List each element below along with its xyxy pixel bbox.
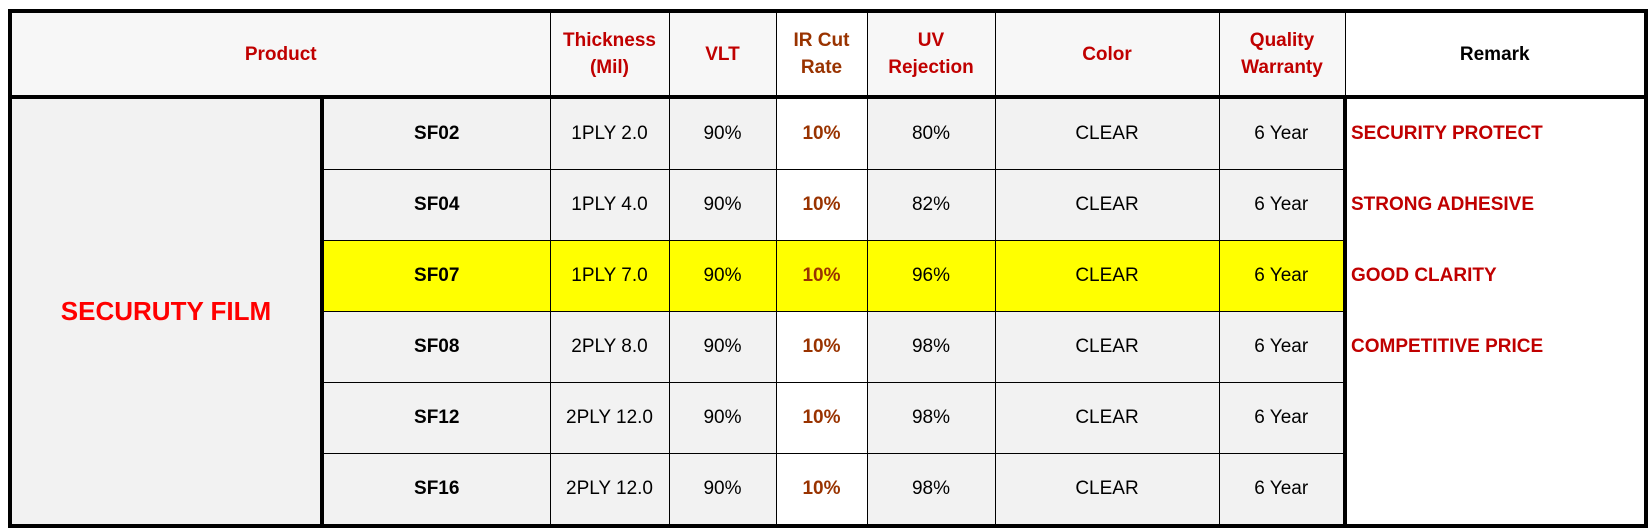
model: SF07: [321, 240, 551, 312]
vlt: 90%: [668, 96, 777, 170]
uv-rejection: 82%: [866, 169, 996, 241]
header-cell: Product: [9, 10, 551, 99]
table-row: SECURUTY FILM SF02 1PLY 2.0 90% 10% 80% CLEAR 6…: [9, 96, 1647, 527]
header-cell: IR Cut Rate: [775, 10, 868, 99]
color: CLEAR: [994, 453, 1220, 527]
thickness: 2PLY 12.0: [549, 453, 670, 527]
header-row: Product Thickness (Mil) VLT IR Cut Rate UV R…: [9, 10, 1647, 99]
warranty: 6 Year: [1218, 240, 1346, 312]
header-cell: VLT: [668, 10, 777, 99]
color: CLEAR: [994, 382, 1220, 454]
ir-cut-rate: 10%: [775, 169, 868, 241]
header-cell: UV Rejection: [866, 10, 996, 99]
thickness: 2PLY 8.0: [549, 311, 670, 383]
header-cell: Color: [994, 10, 1220, 99]
model: SF02: [321, 96, 551, 170]
warranty: 6 Year: [1218, 311, 1346, 383]
header-cell: Quality Warranty: [1218, 10, 1346, 99]
remark: SECURITY PROTECT: [1343, 97, 1647, 170]
color: CLEAR: [994, 240, 1220, 312]
thickness: 1PLY 2.0: [549, 96, 670, 170]
ir-cut-rate: 10%: [775, 382, 868, 454]
product-name: SECURUTY FILM: [9, 96, 324, 527]
warranty: 6 Year: [1218, 169, 1346, 241]
warranty: 6 Year: [1218, 453, 1346, 527]
uv-rejection: 98%: [866, 311, 996, 383]
model: SF04: [321, 169, 551, 241]
table-row: SF08 2PLY 8.0 90% 10% 98% CLEAR 6 Year COMPETIT…: [10, 311, 1647, 383]
spec-table: Product Thickness (Mil) VLT IR Cut Rate UV R…: [8, 9, 1648, 528]
remark: [1343, 382, 1647, 454]
header-cell: Remark: [1344, 10, 1647, 99]
ir-cut-rate: 10%: [775, 453, 868, 527]
remark: COMPETITIVE PRICE: [1343, 311, 1647, 383]
table-row: SF04 1PLY 4.0 90% 10% 82% CLEAR 6 Year STRONG A…: [10, 169, 1647, 241]
table-row: SF16 2PLY 12.0 90% 10% 98% CLEAR 6 Year: [10, 453, 1647, 528]
remark: STRONG ADHESIVE: [1343, 169, 1647, 241]
model: SF12: [321, 382, 551, 454]
vlt: 90%: [668, 382, 777, 454]
model: SF16: [321, 453, 551, 527]
vlt: 90%: [668, 311, 777, 383]
warranty: 6 Year: [1218, 96, 1346, 170]
color: CLEAR: [994, 311, 1220, 383]
remark: GOOD CLARITY: [1343, 240, 1647, 312]
warranty: 6 Year: [1218, 382, 1346, 454]
table-row: SF07 1PLY 7.0 90% 10% 96% CLEAR 6 Year GOOD CLA…: [10, 240, 1647, 312]
color: CLEAR: [994, 96, 1220, 170]
color: CLEAR: [994, 169, 1220, 241]
vlt: 90%: [668, 240, 777, 312]
ir-cut-rate: 10%: [775, 240, 868, 312]
vlt: 90%: [668, 169, 777, 241]
thickness: 1PLY 7.0: [549, 240, 670, 312]
model: SF08: [321, 311, 551, 383]
ir-cut-rate: 10%: [775, 96, 868, 170]
uv-rejection: 98%: [866, 453, 996, 527]
header-cell: Thickness (Mil): [549, 10, 670, 99]
remark: [1343, 453, 1647, 528]
ir-cut-rate: 10%: [775, 311, 868, 383]
table-body: SECURUTY FILM SF02 1PLY 2.0 90% 10% 80% CLEAR 6…: [9, 96, 1647, 528]
thickness: 1PLY 4.0: [549, 169, 670, 241]
vlt: 90%: [668, 453, 777, 527]
thickness: 2PLY 12.0: [549, 382, 670, 454]
table-row: SF12 2PLY 12.0 90% 10% 98% CLEAR 6 Year: [10, 382, 1647, 454]
uv-rejection: 98%: [866, 382, 996, 454]
uv-rejection: 96%: [866, 240, 996, 312]
uv-rejection: 80%: [866, 96, 996, 170]
